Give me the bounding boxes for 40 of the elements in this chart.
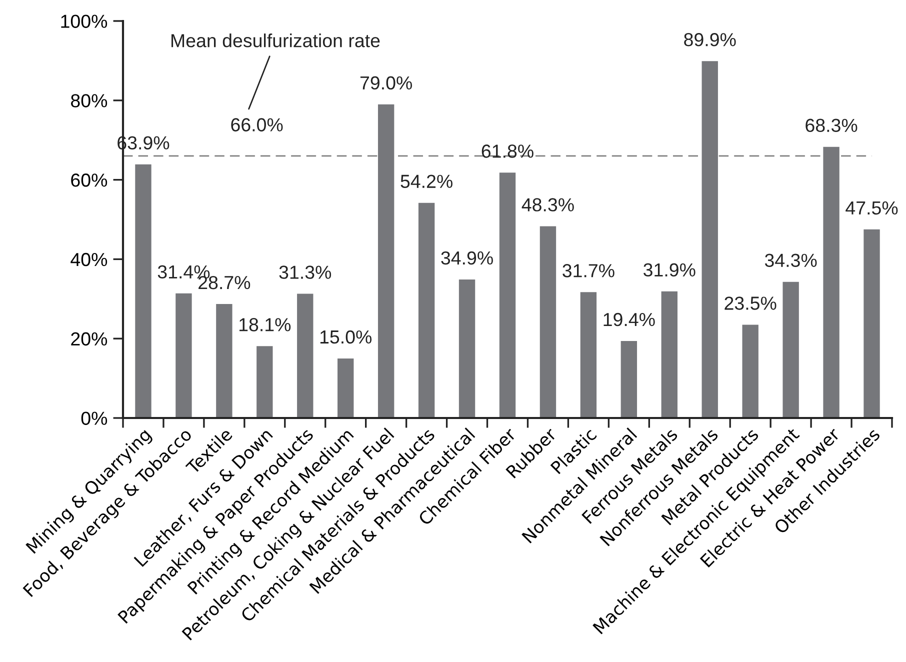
bar (458, 279, 476, 418)
data-label: 34.3% (764, 254, 817, 268)
bar (864, 229, 880, 418)
data-label: 34.9% (441, 251, 493, 265)
bar (661, 291, 678, 418)
data-label: 19.4% (604, 312, 655, 326)
bar (540, 226, 556, 418)
bar (580, 292, 597, 418)
data-label: 79.0% (360, 76, 412, 90)
bar (742, 324, 758, 418)
y-tick-label: 0% (81, 412, 108, 425)
data-label: 31.3% (279, 266, 332, 279)
data-label: 68.3% (806, 118, 858, 132)
bar (418, 202, 435, 418)
bar (176, 293, 192, 418)
bar (499, 172, 516, 418)
data-label: 31.9% (644, 263, 696, 277)
y-tick-label: 20% (71, 332, 108, 346)
data-label: 89.9% (684, 33, 736, 46)
bar (135, 164, 152, 418)
data-label: 18.1% (240, 318, 291, 332)
bar (782, 282, 799, 418)
bar (256, 346, 273, 418)
bar (338, 358, 354, 418)
bar (620, 340, 638, 418)
y-tick-label: 80% (71, 94, 108, 108)
y-tick-label: 40% (70, 252, 108, 266)
data-label: 47.5% (846, 201, 898, 215)
data-label: 31.7% (562, 264, 614, 278)
data-label: 54.2% (400, 174, 452, 188)
data-label: 15.0% (320, 330, 372, 344)
ref-line-label: 66.0% (231, 118, 283, 132)
data-label: 48.3% (522, 198, 574, 212)
y-tick-label: 60% (71, 174, 108, 187)
data-label: 61.8% (482, 144, 534, 158)
bar (297, 294, 314, 418)
y-tick-label: 100% (61, 14, 108, 28)
data-label: 23.5% (724, 296, 776, 310)
bar (216, 304, 232, 418)
annotation: Mean desulfurization rate (172, 34, 380, 48)
